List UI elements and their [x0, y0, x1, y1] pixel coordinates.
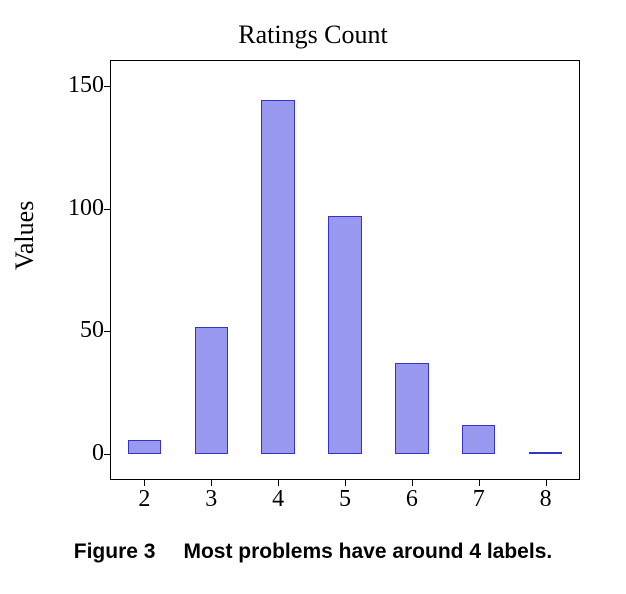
- chart-container: Ratings Count Values 0 50 100 150 2345678 F…: [0, 0, 626, 594]
- bar: [395, 363, 428, 454]
- ytick-label: 50: [44, 317, 104, 344]
- bar: [529, 452, 562, 454]
- chart-title: Ratings Count: [0, 20, 626, 50]
- xtick-label: 4: [258, 486, 298, 513]
- plot-area: [110, 60, 580, 480]
- xtick-label: 6: [392, 486, 432, 513]
- xtick-label: 8: [526, 486, 566, 513]
- bar: [128, 440, 161, 455]
- figure-number: Figure 3: [74, 540, 156, 563]
- figure-caption-text: Most problems have around 4 labels.: [183, 540, 552, 563]
- bar: [195, 327, 228, 455]
- bar: [462, 425, 495, 455]
- ytick-label: 150: [44, 72, 104, 99]
- bar: [328, 216, 361, 455]
- ytick-label: 100: [44, 195, 104, 222]
- xtick-label: 2: [124, 486, 164, 513]
- y-axis-label: Values: [10, 201, 40, 270]
- xtick-label: 3: [191, 486, 231, 513]
- figure-caption: Figure 3 Most problems have around 4 labe…: [0, 540, 626, 564]
- xtick-label: 7: [459, 486, 499, 513]
- ytick-label: 0: [44, 440, 104, 467]
- xtick-label: 5: [325, 486, 365, 513]
- bar: [261, 100, 294, 454]
